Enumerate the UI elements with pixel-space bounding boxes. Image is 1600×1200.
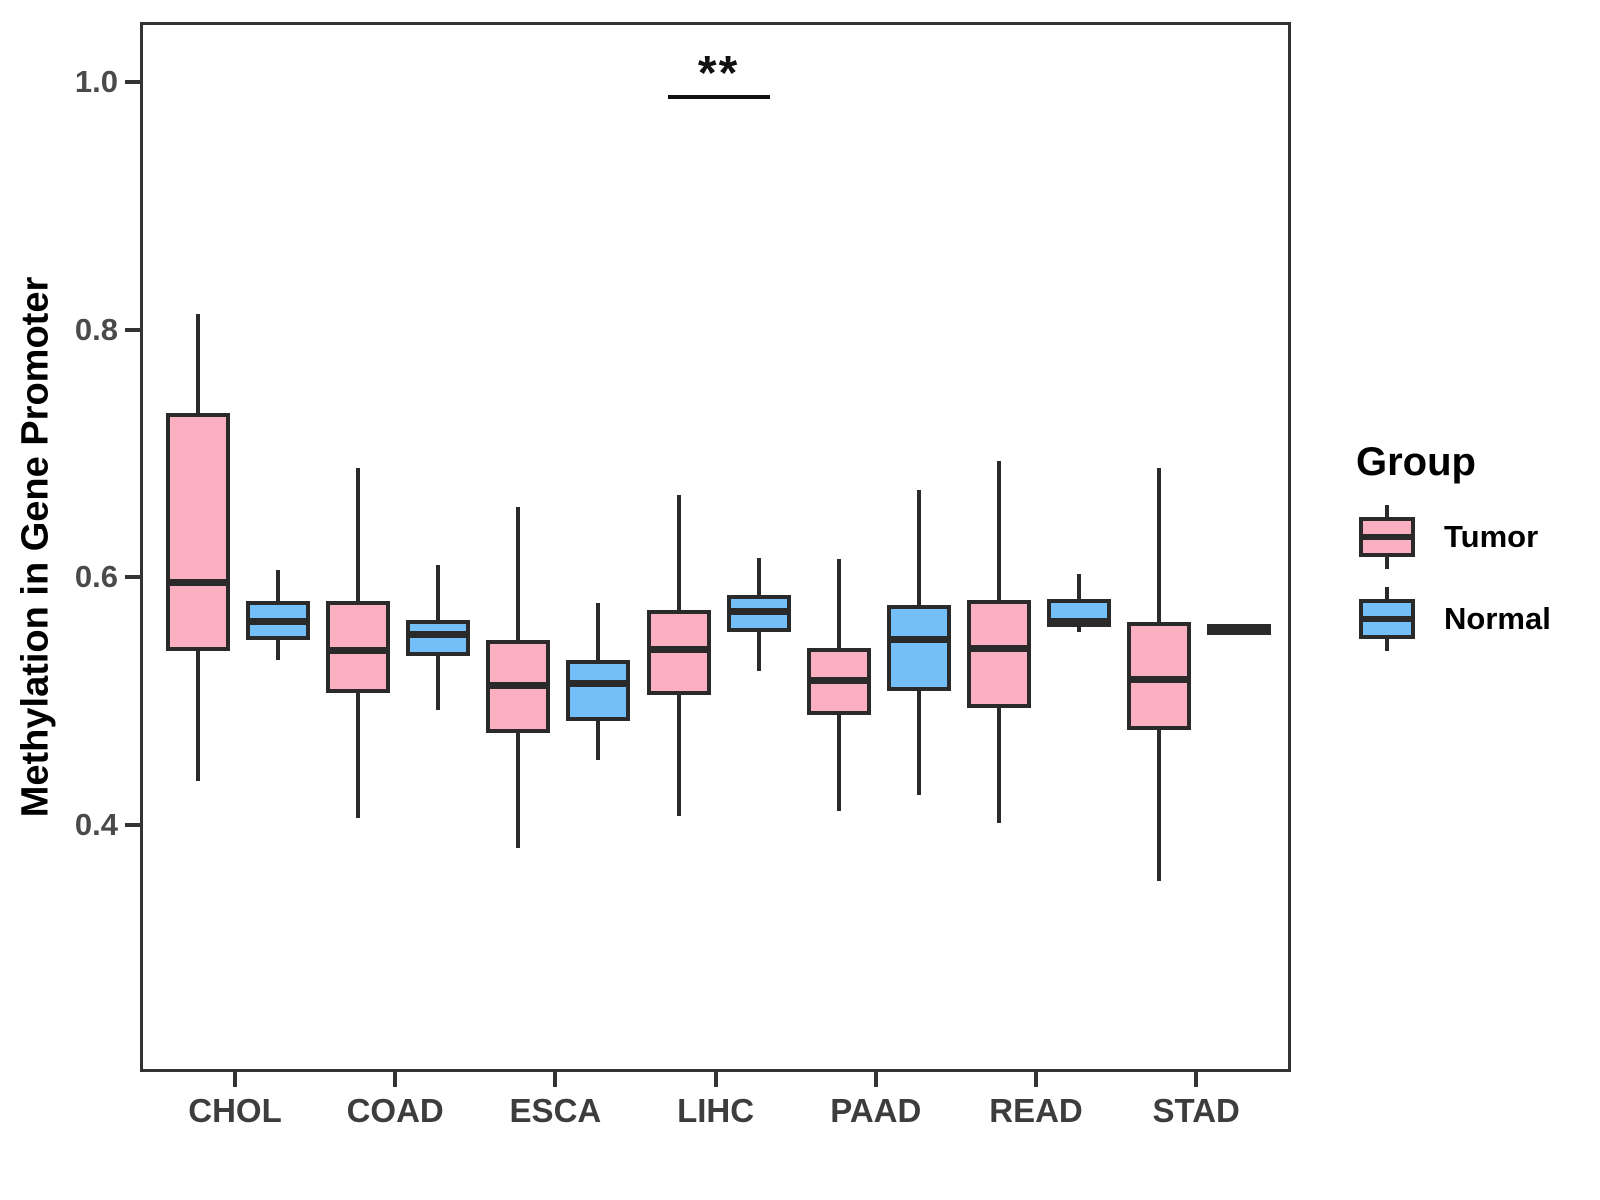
x-tick-read bbox=[1034, 1072, 1038, 1087]
y-tick-label-0.8: 0.8 bbox=[74, 311, 118, 347]
y-tick-0.4 bbox=[125, 823, 140, 827]
y-tick-label-0.6: 0.6 bbox=[74, 559, 118, 595]
legend-item-normal: Normal bbox=[1356, 585, 1551, 653]
legend: Group Tumor Normal bbox=[1356, 440, 1551, 667]
x-tick-label-coad: COAD bbox=[346, 1092, 444, 1129]
box-paad-normal bbox=[886, 605, 951, 691]
legend-key-median bbox=[1359, 534, 1415, 540]
significance-bar bbox=[667, 94, 770, 99]
legend-item-tumor: Tumor bbox=[1356, 503, 1551, 571]
y-tick-label-1.0: 1.0 bbox=[74, 64, 118, 99]
x-tick-coad bbox=[393, 1072, 398, 1087]
x-tick-label-chol: CHOL bbox=[188, 1092, 282, 1129]
x-tick-label-read: READ bbox=[989, 1092, 1083, 1129]
box-chol-tumor bbox=[166, 413, 230, 651]
y-tick-0.8 bbox=[125, 327, 140, 332]
plot-panel: ** bbox=[140, 22, 1291, 1072]
box-coad-tumor bbox=[326, 601, 391, 693]
x-tick-label-esca: ESCA bbox=[509, 1092, 602, 1129]
legend-label-normal: Normal bbox=[1444, 601, 1551, 636]
median-esca-tumor bbox=[486, 682, 551, 690]
x-tick-label-paad: PAAD bbox=[830, 1092, 922, 1129]
median-stad-normal bbox=[1207, 623, 1272, 631]
median-lihc-normal bbox=[726, 607, 791, 615]
median-read-normal bbox=[1047, 617, 1111, 625]
median-paad-tumor bbox=[806, 677, 871, 685]
significance-stars: ** bbox=[697, 46, 740, 100]
median-chol-tumor bbox=[166, 579, 230, 587]
legend-key-boxplot-icon bbox=[1356, 585, 1418, 653]
x-tick-chol bbox=[233, 1072, 237, 1087]
median-coad-normal bbox=[406, 631, 471, 639]
median-esca-normal bbox=[566, 679, 631, 687]
median-lihc-tumor bbox=[646, 646, 711, 654]
median-coad-tumor bbox=[326, 647, 391, 655]
box-esca-normal bbox=[566, 659, 631, 722]
legend-key-median bbox=[1359, 616, 1415, 622]
y-tick-label-0.4: 0.4 bbox=[74, 807, 118, 842]
median-read-tumor bbox=[967, 644, 1031, 652]
y-axis-title-text: Methylation in Gene Promoter bbox=[14, 276, 57, 818]
legend-label-tumor: Tumor bbox=[1444, 519, 1539, 554]
median-stad-tumor bbox=[1127, 675, 1192, 683]
legend-key-boxplot-icon bbox=[1356, 503, 1418, 571]
legend-items: Tumor Normal bbox=[1356, 503, 1551, 653]
box-read-tumor bbox=[967, 600, 1031, 708]
x-tick-label-lihc: LIHC bbox=[677, 1092, 755, 1129]
median-chol-normal bbox=[246, 617, 310, 625]
x-tick-esca bbox=[553, 1072, 558, 1087]
x-tick-stad bbox=[1194, 1072, 1199, 1087]
median-paad-normal bbox=[886, 636, 951, 644]
x-tick-paad bbox=[873, 1072, 878, 1087]
legend-title: Group bbox=[1356, 440, 1476, 484]
x-tick-label-stad: STAD bbox=[1152, 1092, 1240, 1129]
x-tick-lihc bbox=[713, 1072, 718, 1087]
y-tick-0.6 bbox=[125, 575, 140, 580]
y-tick-1.0 bbox=[125, 80, 140, 84]
